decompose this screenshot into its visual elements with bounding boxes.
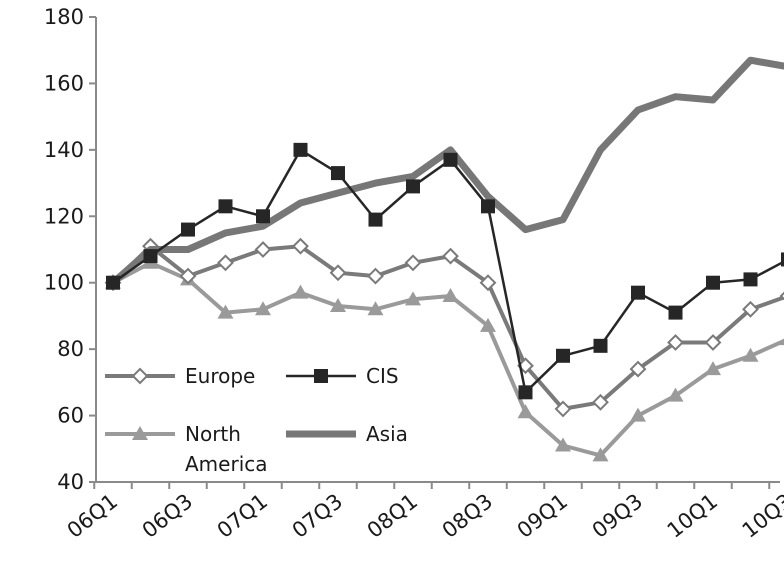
data-point-cis	[631, 285, 645, 300]
legend-marker-north-america	[132, 426, 148, 440]
data-point-north-america	[517, 404, 534, 419]
x-tick-label: 09Q3	[588, 489, 647, 543]
data-point-north-america	[742, 347, 759, 362]
y-tick-label: 180	[44, 5, 84, 29]
y-tick-label: 140	[44, 138, 84, 162]
data-point-north-america	[292, 284, 309, 299]
data-point-cis	[481, 199, 495, 214]
data-point-europe	[554, 400, 572, 418]
data-point-cis	[518, 385, 533, 400]
legend-label-europe: Europe	[185, 364, 255, 388]
data-point-cis	[106, 275, 120, 290]
data-point-north-america	[480, 317, 496, 332]
data-point-europe	[479, 274, 497, 292]
data-point-cis	[293, 142, 308, 157]
data-point-cis	[443, 152, 458, 167]
data-point-europe	[779, 291, 784, 301]
data-point-north-america	[330, 297, 346, 312]
x-tick-label: 08Q1	[363, 489, 422, 543]
data-point-north-america	[630, 407, 646, 422]
data-point-europe	[217, 254, 234, 272]
legend-marker-cis	[314, 369, 328, 383]
data-point-cis	[331, 166, 345, 181]
data-point-north-america	[667, 387, 684, 402]
data-point-europe	[667, 334, 684, 351]
x-tick-label: 10Q1	[663, 489, 722, 543]
data-point-europe	[704, 334, 722, 351]
legend: Europe CIS North America Asia	[105, 364, 408, 476]
data-point-europe	[592, 393, 609, 411]
data-point-europe	[179, 267, 197, 285]
legend-label-north-america: North	[185, 422, 241, 446]
x-tick-label: 09Q1	[513, 489, 572, 543]
data-point-cis	[668, 305, 683, 320]
x-tick-label: 08Q3	[438, 489, 497, 543]
legend-item-asia: Asia	[286, 422, 408, 446]
series-layer	[104, 56, 784, 462]
data-point-north-america	[442, 288, 459, 302]
data-point-cis	[143, 249, 158, 264]
data-point-cis	[781, 252, 784, 267]
data-point-europe	[292, 237, 309, 255]
series-line-asia	[109, 56, 784, 287]
x-tick-label: 10Q3	[738, 489, 784, 543]
axes: 40 60 80 100 120 140 160 180 06Q1 06Q3 07Q1 07Q3 08Q…	[44, 5, 784, 543]
x-tick-label: 07Q1	[213, 489, 272, 543]
data-point-north-america	[367, 301, 384, 316]
data-point-cis	[706, 275, 720, 290]
data-point-cis	[218, 199, 233, 214]
data-point-cis	[556, 348, 570, 363]
data-point-europe	[329, 264, 347, 282]
series-cis	[106, 142, 784, 400]
data-point-cis	[181, 222, 195, 237]
y-tick-label: 40	[57, 470, 84, 494]
data-point-cis	[743, 272, 758, 287]
series-line-cis	[111, 148, 784, 394]
data-point-north-america	[780, 338, 784, 346]
data-point-north-america	[555, 437, 571, 452]
x-tick-label: 06Q1	[63, 489, 122, 543]
legend-label-asia: Asia	[366, 422, 408, 446]
data-point-cis	[368, 212, 383, 227]
legend-item-cis: CIS	[286, 364, 399, 388]
legend-label-cis: CIS	[366, 364, 399, 388]
data-point-north-america	[592, 447, 609, 462]
data-point-europe	[367, 267, 384, 285]
legend-item-north-america: North America	[105, 422, 268, 476]
data-point-europe	[254, 241, 272, 258]
y-tick-label: 160	[44, 71, 84, 95]
data-point-europe	[442, 247, 459, 265]
data-point-europe	[404, 254, 422, 272]
series-asia	[109, 56, 784, 287]
legend-item-europe: Europe	[105, 364, 255, 388]
legend-marker-europe	[131, 367, 149, 385]
y-tick-label: 120	[44, 204, 84, 228]
y-tick-label: 80	[57, 337, 84, 361]
x-tick-label: 07Q3	[288, 489, 347, 543]
data-point-europe	[629, 360, 647, 378]
y-tick-label: 100	[44, 271, 84, 295]
data-point-north-america	[405, 291, 421, 306]
data-point-cis	[593, 338, 608, 353]
data-point-north-america	[217, 304, 234, 319]
data-point-europe	[742, 300, 759, 318]
data-point-cis	[406, 179, 420, 194]
legend-label-north-america-line2: America	[185, 452, 268, 476]
x-tick-label: 06Q3	[138, 489, 197, 543]
data-point-cis	[256, 209, 270, 224]
data-point-north-america	[705, 361, 721, 376]
data-point-north-america	[255, 301, 271, 316]
y-tick-label: 60	[57, 404, 84, 428]
